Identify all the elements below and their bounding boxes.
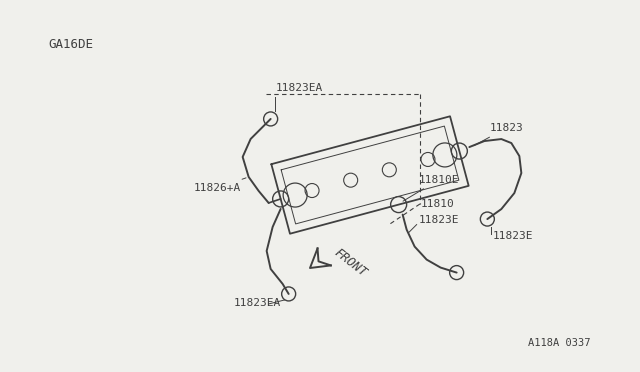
Text: 11823EA: 11823EA bbox=[276, 83, 323, 93]
Text: 11823: 11823 bbox=[474, 123, 523, 146]
Text: 11810E: 11810E bbox=[403, 174, 459, 201]
Text: A118A 0337: A118A 0337 bbox=[527, 338, 590, 348]
Text: 11826+A: 11826+A bbox=[194, 178, 246, 193]
Text: FRONT: FRONT bbox=[332, 246, 369, 279]
Text: 11823E: 11823E bbox=[492, 231, 533, 241]
Text: GA16DE: GA16DE bbox=[48, 38, 93, 51]
Text: 11823E: 11823E bbox=[419, 215, 459, 225]
Text: 11810: 11810 bbox=[420, 199, 454, 209]
Text: 11823EA: 11823EA bbox=[234, 298, 281, 308]
